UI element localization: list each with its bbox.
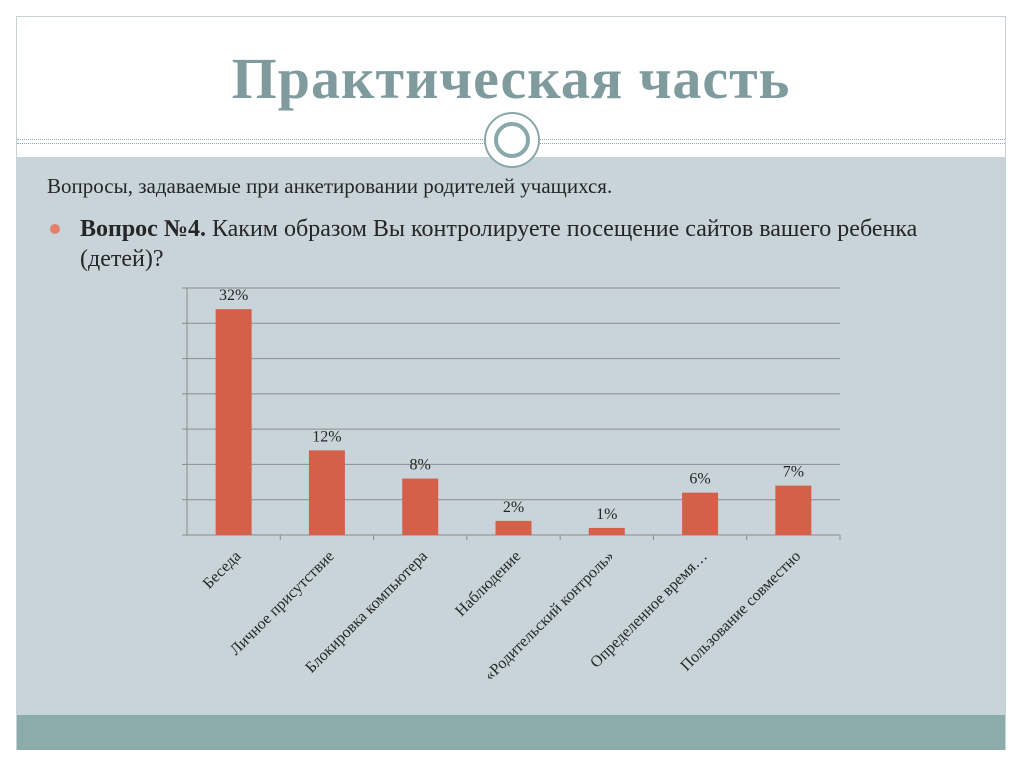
circle-ornament-icon bbox=[484, 112, 540, 168]
bar bbox=[402, 478, 439, 535]
category-label: Беседа bbox=[200, 548, 245, 593]
data-label: 6% bbox=[689, 471, 710, 488]
content-area bbox=[17, 157, 1005, 715]
slide-title: Практическая часть bbox=[231, 46, 791, 111]
bar bbox=[682, 492, 719, 535]
intro-text: Вопросы, задаваемые при анкетировании ро… bbox=[47, 174, 613, 198]
question-label: Вопрос №4. bbox=[80, 216, 206, 242]
data-label: 7% bbox=[783, 464, 804, 481]
data-label: 8% bbox=[410, 457, 431, 474]
data-label: 2% bbox=[503, 499, 524, 516]
circle-ornament-inner bbox=[494, 122, 530, 158]
bar bbox=[775, 485, 812, 535]
data-label: 1% bbox=[596, 506, 617, 523]
footer-bar bbox=[17, 715, 1005, 750]
data-label: 32% bbox=[219, 287, 248, 304]
bar bbox=[495, 520, 532, 535]
bar bbox=[215, 309, 252, 535]
question-body: Каким образом Вы контролируете посещение… bbox=[80, 216, 918, 272]
category-label: Наблюдение bbox=[452, 548, 524, 620]
bar bbox=[308, 450, 345, 535]
bar bbox=[588, 527, 625, 535]
category-label: Личное присутствие bbox=[227, 548, 338, 659]
question-text: Вопрос №4. Каким образом Вы контролирует… bbox=[80, 214, 990, 274]
bullet-icon bbox=[50, 224, 60, 234]
data-label: 12% bbox=[312, 428, 341, 445]
